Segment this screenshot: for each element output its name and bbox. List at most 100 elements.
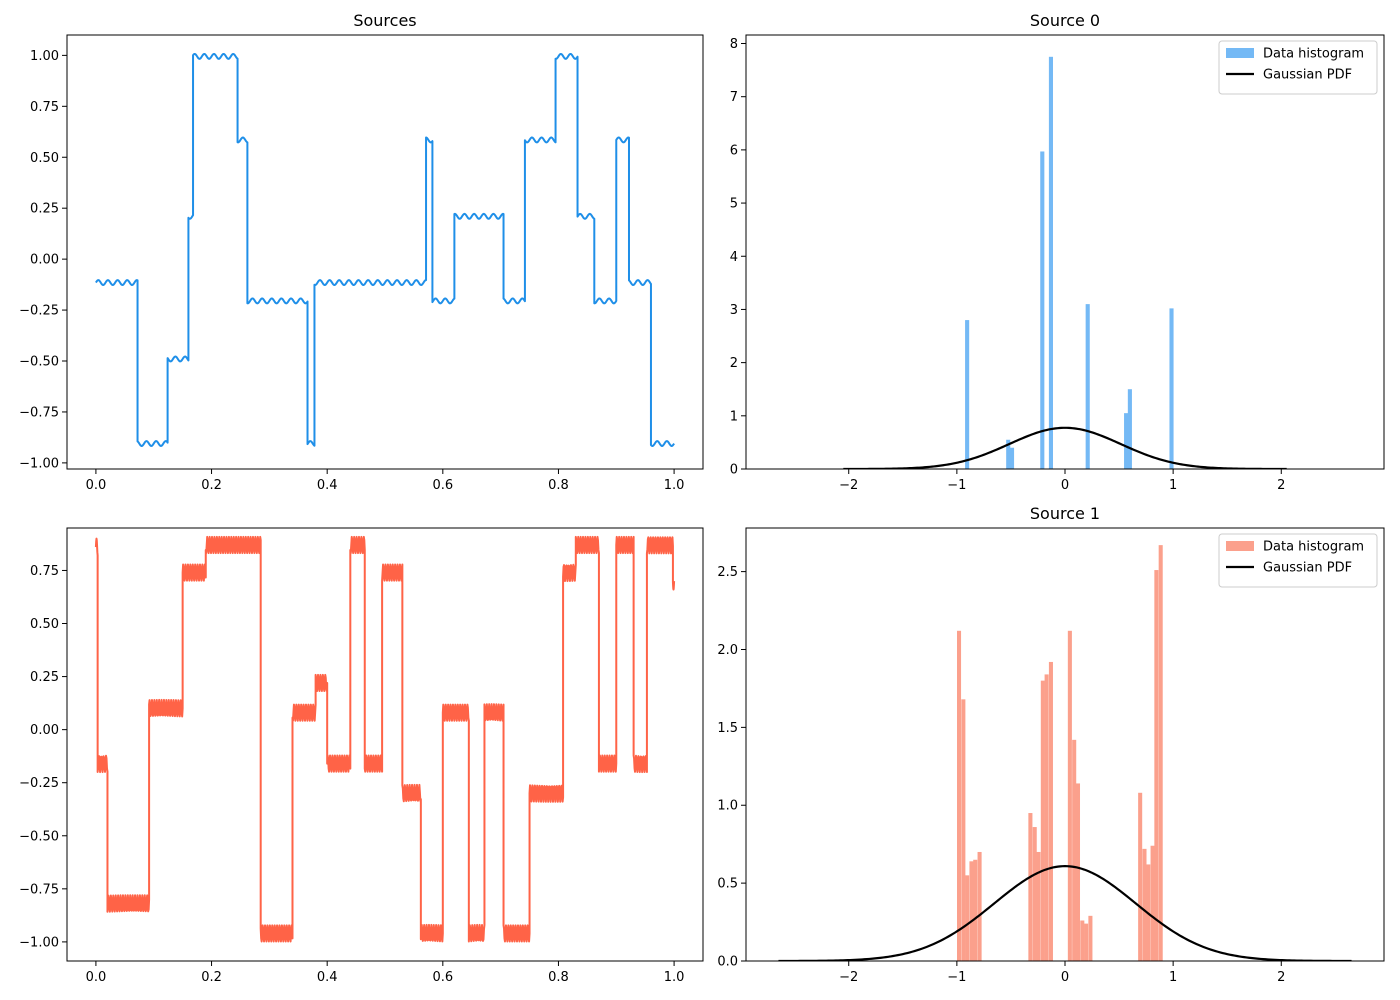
chart-title: Source 1: [1030, 504, 1100, 523]
legend-box: [1218, 533, 1378, 588]
y-tick-label: 1.00: [30, 49, 59, 64]
plot-area: [95, 52, 675, 447]
histogram-bar: [1032, 827, 1037, 961]
legend-swatch: [1226, 541, 1254, 551]
axes-frame: [66, 527, 704, 962]
x-tick-label: 2: [1277, 478, 1285, 493]
y-tick-label: 1.5: [717, 721, 738, 736]
x-tick-label: −1: [947, 478, 966, 493]
x-tick-label: −1: [947, 970, 966, 985]
histogram-bar: [969, 861, 974, 961]
x-tick-label: 0.6: [432, 970, 453, 985]
axes-frame: [66, 34, 704, 470]
histogram-bar: [1084, 923, 1089, 961]
x-tick-label: 0: [1061, 478, 1069, 493]
histogram-bar: [1154, 570, 1159, 961]
histogram-bar: [1048, 56, 1053, 469]
x-tick-label: 2: [1277, 970, 1285, 985]
y-tick-label: −1.00: [19, 935, 59, 950]
histogram-bar: [977, 851, 982, 961]
x-tick-label: 1: [1169, 970, 1177, 985]
x-tick-label: 1.0: [664, 970, 685, 985]
y-tick-label: 2.0: [717, 643, 738, 658]
y-tick-label: 5: [730, 197, 738, 212]
histogram-bar: [1080, 920, 1085, 961]
source0-histogram-panel: −2 −1 0 1 2 0 1 2 3 4 5 6 7 8 Source 0 Data histogram Ga…: [730, 11, 1385, 493]
legend: Data histogram Gaussian PDF: [1218, 533, 1378, 588]
histogram-bar: [1142, 848, 1147, 961]
histogram-bar: [1124, 413, 1129, 469]
histogram-bar: [1138, 792, 1143, 961]
x-tick-label: 0.4: [317, 970, 338, 985]
x-tick-label: 0.8: [548, 970, 569, 985]
y-tick-label: 0.5: [717, 877, 738, 892]
chart-title: Source 0: [1030, 11, 1100, 30]
y-tick-label: 0.50: [30, 151, 59, 166]
histogram-bar: [1127, 389, 1132, 469]
x-tick-label: 0.2: [201, 970, 222, 985]
y-tick-label: 7: [730, 90, 738, 105]
y-tick-label: −0.25: [19, 304, 59, 319]
y-tick-label: 0.75: [30, 564, 59, 579]
source1-histogram-panel: −2 −1 0 1 2 0.0 0.5 1.0 1.5 2.0 2.5 Source 1 Data hi…: [717, 504, 1385, 985]
histogram-bar: [957, 630, 962, 961]
x-tick-label: 1.0: [664, 478, 685, 493]
histogram-bar: [1009, 447, 1015, 469]
y-tick-label: 2: [730, 356, 738, 371]
y-tick-label: 0.75: [30, 100, 59, 115]
histogram-bar: [1048, 661, 1053, 961]
plot-area: [843, 56, 1287, 469]
histogram-bar: [1006, 439, 1011, 469]
y-tick-label: 0.0: [717, 955, 738, 970]
histogram-bar: [1088, 915, 1093, 961]
plot-area: [94, 535, 676, 943]
y-tick-label: 0.00: [30, 723, 59, 738]
x-tick-label: 0.8: [548, 478, 569, 493]
histogram-bar: [1040, 151, 1045, 469]
x-tick-label: 0.2: [201, 478, 222, 493]
signal-line: [94, 535, 676, 943]
x-tick-label: 0: [1061, 970, 1069, 985]
histogram-bar: [965, 875, 970, 961]
histogram-bar: [1150, 845, 1155, 961]
x-tick-label: 0.4: [317, 478, 338, 493]
legend-label: Gaussian PDF: [1263, 68, 1352, 83]
y-tick-label: 1.0: [717, 799, 738, 814]
x-tick-label: −2: [839, 478, 858, 493]
y-tick-label: 3: [730, 303, 738, 318]
y-tick-label: 4: [730, 250, 738, 265]
y-tick-label: 0: [730, 463, 738, 478]
histogram-bar: [1040, 680, 1045, 961]
y-tick-label: 0.50: [30, 617, 59, 632]
y-tick-label: 6: [730, 143, 738, 158]
y-tick-label: 1: [730, 409, 738, 424]
histogram-bar: [1036, 851, 1041, 961]
y-tick-label: 0.00: [30, 253, 59, 268]
y-tick-label: −0.50: [19, 355, 59, 370]
x-tick-label: −2: [839, 970, 858, 985]
sources-top-panel: 0.0 0.2 0.4 0.6 0.8 1.0 −1.00 −0.75 −0.50 −0.25 0.…: [19, 11, 704, 493]
legend-label: Data histogram: [1263, 47, 1364, 62]
legend-label: Gaussian PDF: [1263, 561, 1352, 576]
y-tick-label: 2.5: [717, 565, 738, 580]
y-tick-label: 8: [730, 37, 738, 52]
histogram-bar: [1158, 545, 1163, 961]
y-tick-label: −1.00: [19, 456, 59, 471]
x-tick-label: 1: [1169, 478, 1177, 493]
y-tick-label: 0.25: [30, 202, 59, 217]
histogram-bar: [1075, 783, 1081, 961]
histogram-bar: [1169, 308, 1174, 469]
plot-area: [778, 545, 1352, 961]
y-tick-label: −0.50: [19, 829, 59, 844]
gaussian-pdf-line: [843, 426, 1287, 469]
y-tick-label: −0.75: [19, 882, 59, 897]
chart-title: Sources: [353, 11, 416, 30]
legend: Data histogram Gaussian PDF: [1218, 40, 1378, 95]
legend-swatch: [1226, 48, 1254, 58]
histogram-bar: [1067, 630, 1072, 961]
legend-label: Data histogram: [1263, 540, 1364, 555]
histogram-bar: [1044, 674, 1049, 961]
y-tick-label: −0.75: [19, 405, 59, 420]
y-tick-label: 0.25: [30, 670, 59, 685]
